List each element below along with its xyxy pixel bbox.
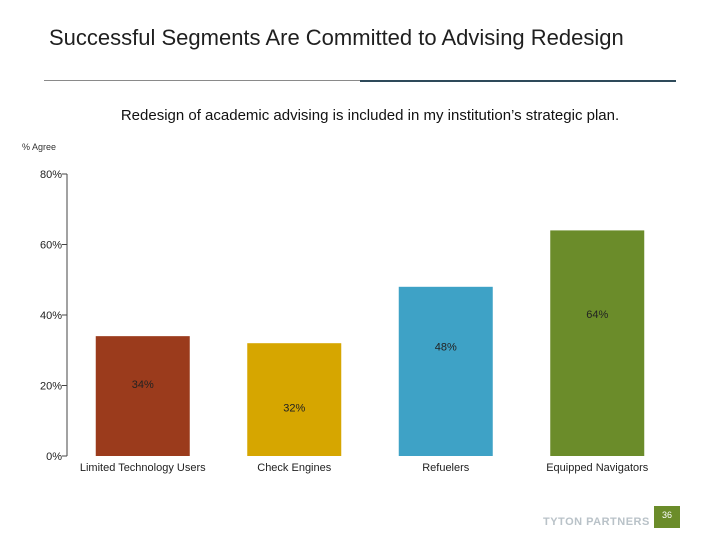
title-divider-right [360,80,676,82]
data-label: 48% [435,341,457,353]
title-divider-left [44,80,360,81]
x-tick-label: Refuelers [422,462,470,474]
y-tick-label: 40% [40,310,62,322]
chart-title: Redesign of academic advising is include… [120,107,620,124]
bar [550,230,645,456]
y-tick-label: 20% [40,381,62,393]
bar [398,286,493,456]
data-label: 34% [132,379,154,391]
y-tick-label: 60% [40,240,62,252]
bar [247,343,342,456]
x-tick-label: Check Engines [257,462,331,474]
y-tick-label: 80% [40,169,62,181]
data-label: 32% [283,403,305,415]
x-tick-label: Limited Technology Users [80,462,206,474]
y-axis-label: % Agree [22,142,57,152]
slide-title: Successful Segments Are Committed to Adv… [49,25,624,50]
y-tick-label: 0% [46,451,62,463]
data-label: 64% [586,309,608,321]
brand-logo: TYTON PARTNERS [543,516,650,528]
bar [95,336,190,456]
page-number: 36 [654,506,680,528]
x-tick-label: Equipped Navigators [546,462,649,474]
